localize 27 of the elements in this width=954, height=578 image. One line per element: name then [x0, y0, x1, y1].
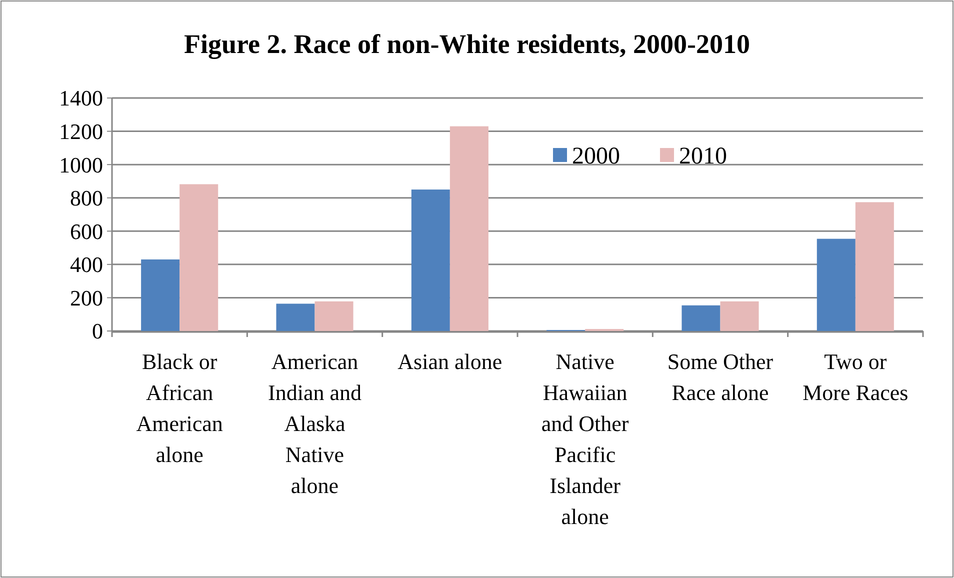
bar	[720, 301, 759, 331]
legend-label: 2000	[572, 143, 620, 170]
y-tick-label: 200	[70, 285, 103, 310]
bar	[855, 202, 894, 331]
bar	[816, 238, 856, 331]
x-tick-label: Asian alone	[398, 349, 502, 374]
bar	[314, 301, 354, 331]
x-tick-label: Two or More Races	[802, 349, 908, 405]
y-tick-label: 0	[92, 318, 103, 344]
x-tick-label: Black or African American alone	[136, 349, 223, 467]
bar	[450, 126, 488, 331]
bar	[180, 184, 218, 331]
y-tick-label: 600	[70, 218, 103, 244]
x-tick-label: Some Other Race alone	[667, 349, 774, 405]
y-tick-label: 1400	[59, 86, 103, 111]
x-tick-label: Native Hawaiian and Other Pacific Islander alone	[541, 349, 630, 529]
y-tick-label: 1200	[59, 118, 103, 144]
x-tick-label: American Indian and Alaska Native alone	[268, 349, 362, 498]
bar	[141, 259, 180, 331]
chart-title: Figure 2. Race of non-White residents, 2000-2010	[184, 29, 750, 59]
bar	[682, 305, 720, 331]
bar	[276, 304, 315, 331]
bar	[411, 190, 450, 331]
y-tick-label: 400	[70, 252, 103, 278]
y-tick-label: 1000	[59, 152, 103, 178]
legend-label: 2010	[679, 143, 727, 170]
y-tick-label: 800	[70, 186, 103, 211]
